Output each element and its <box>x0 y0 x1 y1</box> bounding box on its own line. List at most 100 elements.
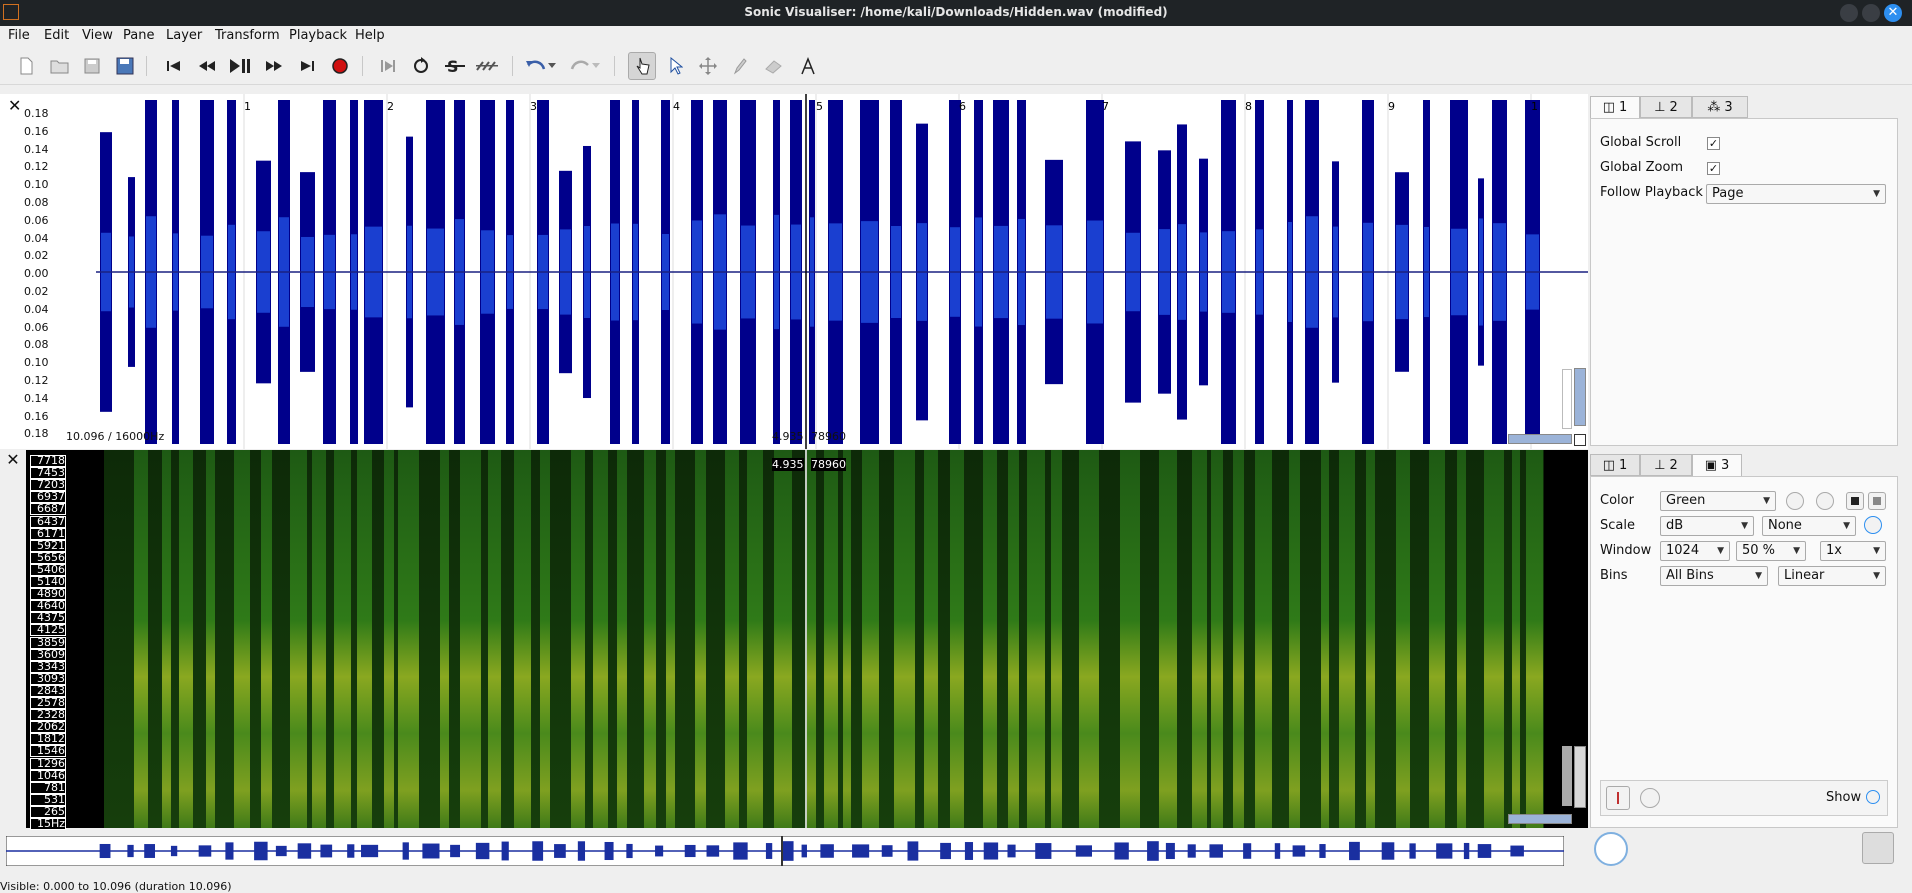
tab-layer-1[interactable]: ◫ 1 <box>1590 454 1640 476</box>
close-pane-icon[interactable]: ✕ <box>0 450 26 469</box>
invert-colour-button[interactable] <box>1846 492 1864 510</box>
overview-burst <box>881 845 893 857</box>
close-pane-icon[interactable]: ✕ <box>8 96 22 115</box>
ffwd-end-icon[interactable] <box>295 54 319 78</box>
window-size-select[interactable]: 1024 ▼ <box>1660 541 1730 561</box>
spectrogram-band <box>261 450 272 828</box>
menu-edit[interactable]: Edit <box>44 28 70 43</box>
spectrogram-band <box>666 450 675 828</box>
spectrogram-pane[interactable]: ✕ 7718 7453 7203 6937 6687 6437 6171 5921 5656 54… <box>0 450 1588 830</box>
window-overlap-select[interactable]: 50 % ▼ <box>1736 541 1806 561</box>
normalization-select[interactable]: None ▼ <box>1762 516 1856 536</box>
tab-view-1[interactable]: ◫ 1 <box>1590 96 1640 118</box>
color-select[interactable]: Green ▼ <box>1660 491 1776 511</box>
follow-playback-select[interactable]: Page ▼ <box>1706 184 1886 204</box>
fast-forward-icon[interactable] <box>262 54 286 78</box>
select-tool-icon[interactable] <box>664 54 688 78</box>
redo-icon[interactable] <box>568 54 592 78</box>
vertical-zoom-thumbwheel[interactable] <box>1574 368 1586 426</box>
spectrogram-band <box>162 450 171 828</box>
play-selection-icon[interactable] <box>376 54 400 78</box>
play-parameters-icon[interactable] <box>1640 788 1660 808</box>
move-tool-icon[interactable] <box>696 54 720 78</box>
scale-tick-label: 0.02 <box>24 249 49 263</box>
colour-rotation-dial-icon[interactable] <box>1816 492 1834 510</box>
draw-tool-icon[interactable] <box>728 54 752 78</box>
measure-tool-icon[interactable] <box>796 54 820 78</box>
overview-burst <box>254 841 268 861</box>
menu-pane[interactable]: Pane <box>123 28 155 43</box>
menu-view[interactable]: View <box>82 28 113 43</box>
bins-label: Bins <box>1600 568 1628 583</box>
zoom-reset-button[interactable] <box>1574 434 1586 446</box>
overview-burst <box>144 844 156 858</box>
waveform-pane[interactable]: ✕ 0.18 0.16 0.14 0.12 0.10 0.08 0.06 0.04 0.02 0.… <box>0 94 1588 449</box>
scale-select[interactable]: dB ▼ <box>1660 516 1754 536</box>
overview-burst <box>1319 844 1326 858</box>
spectro-vzoom-bar[interactable] <box>1562 746 1572 806</box>
follow-icon[interactable] <box>475 54 499 78</box>
tab-view-2[interactable]: ⊥ 2 <box>1640 96 1692 118</box>
spectrogram-canvas[interactable] <box>104 450 1544 828</box>
undo-icon[interactable] <box>524 54 548 78</box>
gain-dial-icon[interactable] <box>1786 492 1804 510</box>
rewind-icon[interactable] <box>195 54 219 78</box>
overview-panel[interactable] <box>0 832 1894 868</box>
global-scroll-checkbox[interactable]: ✓ <box>1707 137 1720 150</box>
menu-help[interactable]: Help <box>355 28 385 43</box>
undo-dropdown-icon[interactable] <box>546 54 558 78</box>
play-pause-icon[interactable] <box>228 54 252 78</box>
frequency-scale-select[interactable]: Linear ▼ <box>1778 566 1886 586</box>
layer-colour-icon[interactable] <box>1606 786 1630 810</box>
close-window-button[interactable]: ✕ <box>1884 4 1902 22</box>
scale-tick-label: 0.18 <box>24 107 49 120</box>
tab-layer-3[interactable]: ▣ 3 <box>1692 454 1742 476</box>
overview-burst <box>450 844 461 858</box>
overview-canvas[interactable] <box>6 836 1564 866</box>
frequency-tick-label: 6171 <box>30 527 66 540</box>
spectro-vzoom-thumbwheel[interactable] <box>1574 746 1586 808</box>
redo-dropdown-icon[interactable] <box>590 54 602 78</box>
menu-transform[interactable]: Transform <box>215 28 280 43</box>
title-bar: Sonic Visualiser: /home/kali/Downloads/H… <box>0 0 1912 26</box>
overview-burst <box>983 842 999 860</box>
spectro-hzoom-thumbwheel[interactable] <box>1508 814 1572 824</box>
overview-burst <box>99 843 111 859</box>
global-zoom-checkbox[interactable]: ✓ <box>1707 162 1720 175</box>
vertical-zoom-bar[interactable] <box>1562 369 1572 429</box>
frequency-tick-label: 781 <box>30 781 66 794</box>
tab-layer-2[interactable]: ⊥ 2 <box>1640 454 1692 476</box>
bins-select[interactable]: All Bins ▼ <box>1660 566 1768 586</box>
spectrogram-band <box>617 450 627 828</box>
record-icon[interactable] <box>328 54 352 78</box>
threshold-dial-icon[interactable] <box>1864 516 1882 534</box>
oversampling-select[interactable]: 1x ▼ <box>1820 541 1886 561</box>
new-file-icon[interactable] <box>14 54 38 78</box>
menu-playback[interactable]: Playback <box>289 28 348 43</box>
show-layer-toggle[interactable] <box>1866 790 1880 804</box>
menu-file[interactable]: File <box>8 28 30 43</box>
overview-burst <box>820 844 834 858</box>
playback-speed-dial-icon[interactable] <box>1594 832 1628 866</box>
open-file-icon[interactable] <box>48 54 72 78</box>
scale-value: dB <box>1666 518 1684 533</box>
overview-burst <box>1292 845 1306 857</box>
loop-icon[interactable] <box>409 54 433 78</box>
normalize-button[interactable] <box>1868 492 1886 510</box>
menu-layer[interactable]: Layer <box>166 28 203 43</box>
tab-view-3[interactable]: ⁂ 3 <box>1692 96 1748 118</box>
rewind-start-icon[interactable] <box>162 54 186 78</box>
frequency-tick-label: 6687 <box>30 503 66 516</box>
erase-tool-icon[interactable] <box>762 54 786 78</box>
horizontal-zoom-thumbwheel[interactable] <box>1508 434 1572 444</box>
navigate-tool-icon[interactable] <box>628 52 656 80</box>
maximize-button[interactable] <box>1862 4 1880 22</box>
spectrogram-band <box>1321 450 1329 828</box>
solo-icon[interactable]: S <box>443 54 467 78</box>
bar-number-label: 4 <box>673 100 680 113</box>
overview-burst <box>1477 844 1492 858</box>
save-session-icon[interactable] <box>113 54 137 78</box>
save-file-icon[interactable] <box>80 54 104 78</box>
waveform-canvas[interactable] <box>66 94 1588 449</box>
minimize-button[interactable] <box>1840 4 1858 22</box>
